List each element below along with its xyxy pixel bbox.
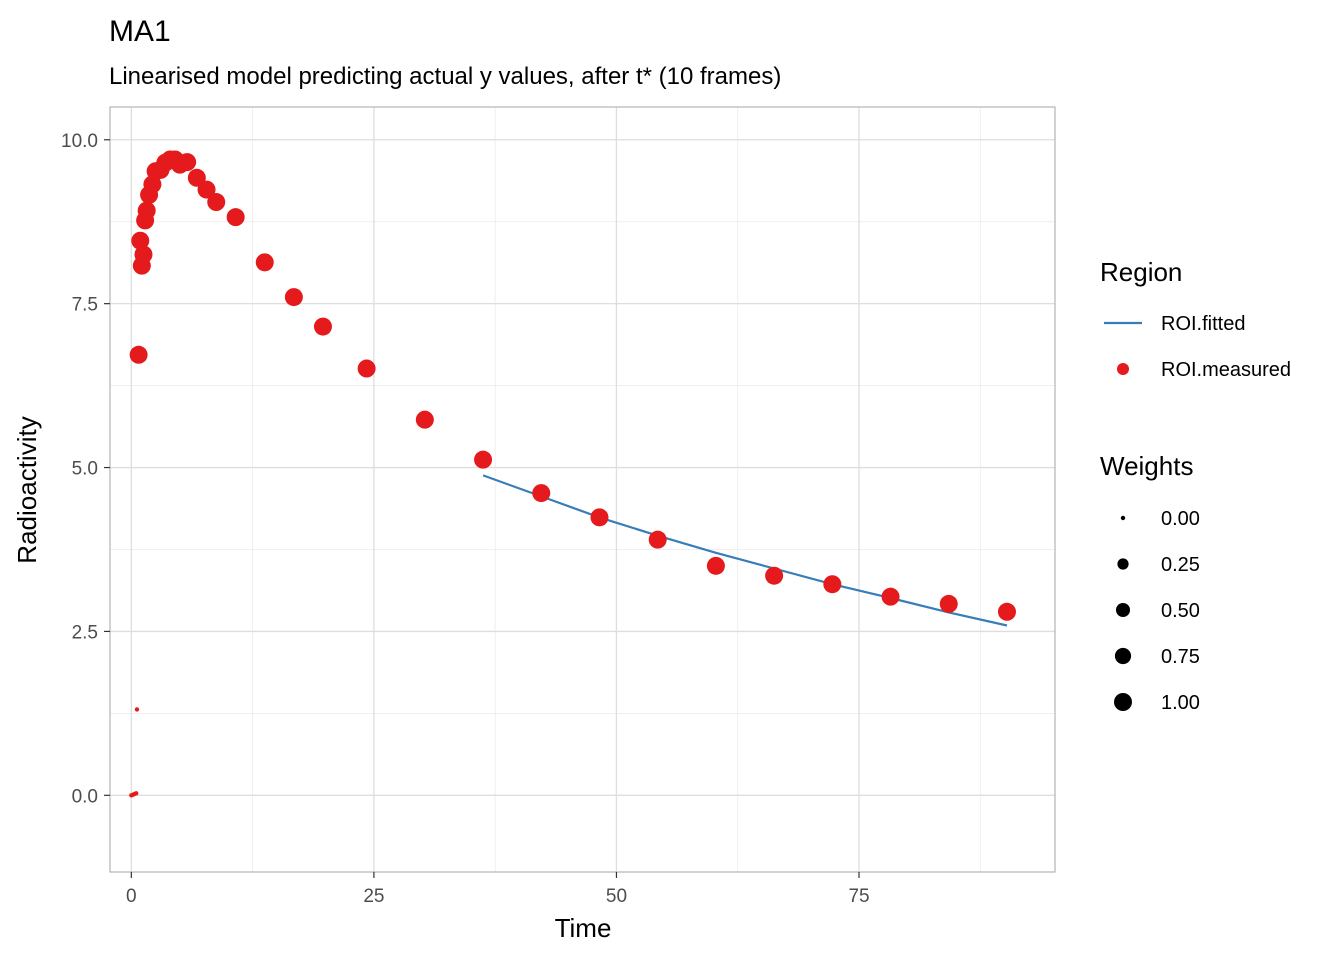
measured-point [255, 253, 274, 272]
measured-point [939, 594, 958, 613]
measured-point [207, 193, 226, 212]
measured-point [137, 201, 156, 220]
x-tick-label: 0 [126, 886, 137, 907]
measured-point [706, 556, 725, 575]
y-tick-label: 2.5 [72, 622, 98, 643]
legend-weight-label: 0.50 [1161, 600, 1200, 622]
legend-weight-label: 0.75 [1161, 646, 1200, 668]
x-tick-label: 75 [848, 886, 869, 907]
measured-point [226, 208, 245, 227]
measured-point [474, 450, 493, 469]
x-axis-title: Time [555, 913, 612, 943]
measured-point [765, 566, 784, 585]
measured-point [284, 288, 303, 307]
measured-point [357, 359, 376, 378]
measured-point [133, 791, 139, 796]
legend-weight-label: 0.00 [1161, 508, 1200, 530]
measured-point [134, 245, 153, 264]
measured-point [129, 345, 148, 364]
panel-background [110, 107, 1055, 872]
measured-point [313, 317, 332, 336]
y-tick-label: 7.5 [72, 295, 98, 316]
legend-region-label: ROI.measured [1161, 359, 1291, 381]
chart-title: MA1 [109, 15, 171, 48]
measured-point [131, 231, 150, 250]
legend: Region ROI.fitted ROI.measured Weights 0.… [1100, 257, 1291, 714]
y-tick-label: 0.0 [72, 786, 98, 807]
measured-point [648, 530, 667, 549]
measured-point [823, 575, 842, 594]
y-axis-title: Radioactivity [12, 416, 42, 563]
legend-weight-key [1114, 647, 1132, 665]
panel-border [109, 106, 1056, 873]
legend-weight-key [1117, 558, 1129, 570]
x-tick-label: 25 [363, 886, 384, 907]
chart-subtitle: Linearised model predicting actual y val… [109, 63, 781, 90]
measured-point [532, 484, 551, 503]
legend-weights-title: Weights [1100, 451, 1193, 481]
legend-weight-label: 0.25 [1161, 554, 1200, 576]
legend-point-key [1117, 363, 1129, 375]
legend-weight-key [1114, 693, 1132, 711]
measured-point [134, 707, 140, 712]
plot-panel [109, 106, 1056, 873]
legend-weight-label: 1.00 [1161, 692, 1200, 714]
y-axis: 0.0 2.5 5.0 7.5 10.0 [61, 131, 110, 807]
measured-point [415, 410, 434, 429]
measured-point [197, 180, 216, 199]
fitted-line [482, 474, 1008, 627]
measured-point [881, 587, 900, 606]
legend-region-label: ROI.fitted [1161, 313, 1245, 335]
legend-weight-key [1115, 602, 1131, 618]
y-tick-label: 10.0 [61, 131, 98, 152]
measured-point [178, 153, 197, 172]
legend-region-title: Region [1100, 257, 1182, 287]
measured-point [997, 602, 1016, 621]
y-tick-label: 5.0 [72, 459, 98, 480]
x-axis: 0 25 50 75 [126, 872, 870, 907]
measured-point [590, 508, 609, 527]
legend-weight-key [1120, 515, 1126, 521]
x-tick-label: 50 [606, 886, 627, 907]
